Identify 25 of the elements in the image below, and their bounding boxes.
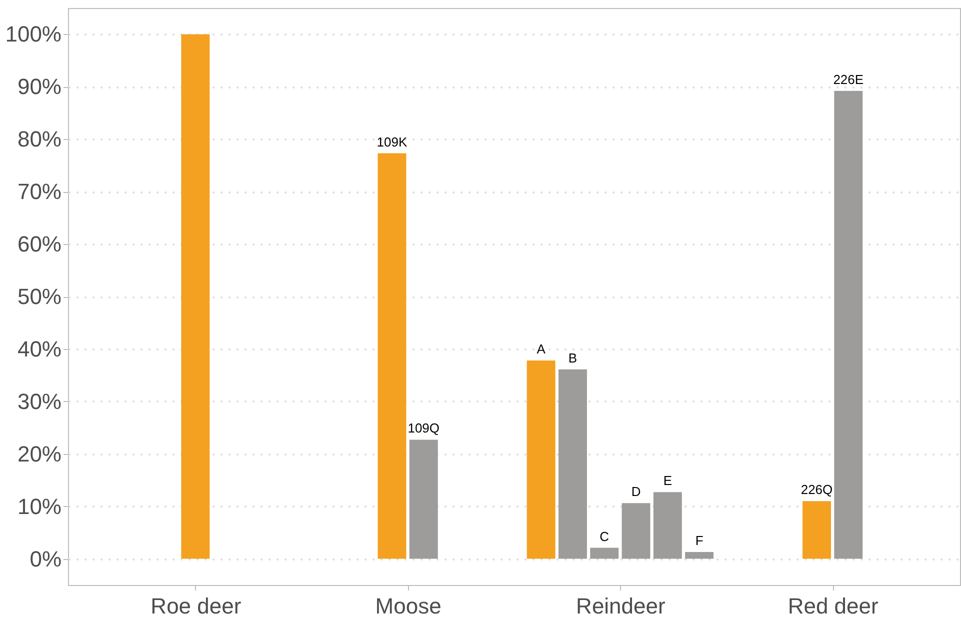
y-tick-label: 60% <box>17 232 62 257</box>
x-tick-label: Reindeer <box>576 594 666 618</box>
y-tick-label: 30% <box>17 388 62 414</box>
y-tick-label: 40% <box>17 336 62 362</box>
series-label: B <box>568 350 578 366</box>
series-label: C <box>600 528 610 544</box>
y-tick-label: 10% <box>17 494 62 519</box>
y-tick-label: 0% <box>30 546 62 572</box>
y-tick-label: 50% <box>17 284 62 309</box>
x-tick-label: Roe deer <box>150 594 242 618</box>
y-tick-label: 20% <box>17 441 62 466</box>
series-label: 226E <box>833 72 864 87</box>
series-label: 226Q <box>800 482 833 498</box>
series-label: 109Q <box>408 420 440 436</box>
y-tick-label: 70% <box>17 179 62 204</box>
x-tick-label: Red deer <box>788 594 878 618</box>
y-tick-label: 80% <box>17 126 62 152</box>
series-label: F <box>695 532 704 548</box>
y-tick-label: 100% <box>5 22 62 47</box>
x-tick-label: Moose <box>375 594 442 618</box>
series-label: A <box>536 341 546 356</box>
y-tick-label: 90% <box>17 74 62 100</box>
series-label: 109K <box>376 134 408 150</box>
series-label: E <box>663 473 672 488</box>
series-label: D <box>631 484 641 500</box>
